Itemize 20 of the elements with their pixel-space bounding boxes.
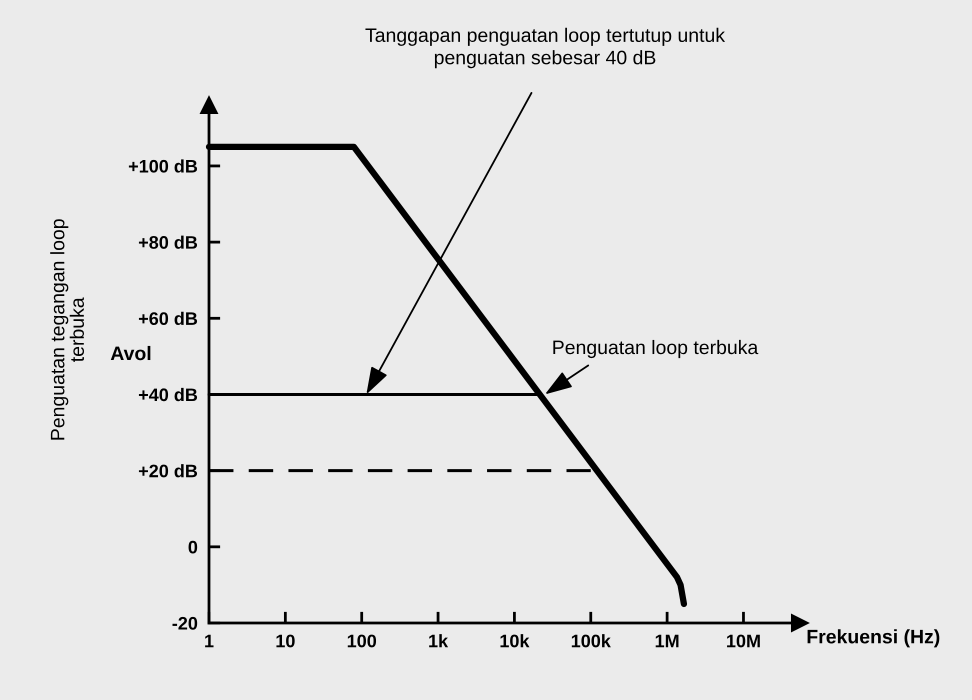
x-axis-title: Frekuensi (Hz) (808, 629, 940, 648)
x-tick-label: 100k (572, 634, 611, 648)
x-tick-label: 1k (429, 634, 448, 648)
annotation: Tanggapan penguatan loop tertutup untuk penguatan sebesar 40 dB (365, 28, 726, 68)
y-axis-title: Penguatan tegangan loop terbuka (50, 219, 84, 440)
y-tick-label: 0 (188, 540, 198, 554)
x-tick-label: 10k (500, 634, 530, 648)
x-tick-label: 100 (348, 634, 376, 648)
y-tick-label: +60 dB (138, 312, 198, 326)
y-tick-label: +20 dB (138, 464, 198, 478)
y-tick-label: -20 (172, 616, 198, 630)
x-tick-label: 10M (727, 634, 760, 648)
text: Avol (110, 346, 150, 360)
annotation: Penguatan loop terbuka (553, 340, 758, 358)
x-tick-label: 10 (276, 634, 295, 648)
x-tick-label: 1 (205, 634, 214, 648)
y-tick-label: +100 dB (128, 159, 198, 173)
x-tick-label: 1M (656, 634, 678, 648)
y-tick-label: +80 dB (138, 236, 198, 249)
y-tick-label: +40 dB (138, 388, 198, 402)
